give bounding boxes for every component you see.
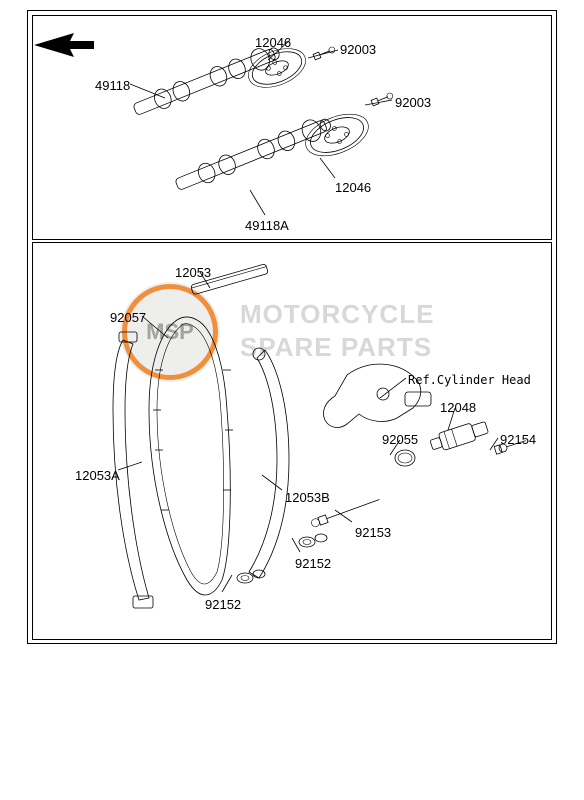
ref-label-12048: 12048 [440, 400, 476, 415]
ref-label-92152_l: 92152 [205, 597, 241, 612]
bolt-lower-92003 [371, 92, 394, 106]
washer-92152-left [237, 570, 265, 583]
washer-92152-right [299, 534, 327, 547]
ref-label-92057: 92057 [110, 310, 146, 325]
bolt-upper-92003 [313, 46, 336, 60]
sprocket-lower [300, 106, 375, 164]
ref-label-92055: 92055 [382, 432, 418, 447]
ref-label-92152_r: 92152 [295, 556, 331, 571]
ref-label-92003_r: 92003 [395, 95, 431, 110]
timing-chain-92057 [149, 317, 233, 595]
ref-label-92003_top: 92003 [340, 42, 376, 57]
ref-label-12053B: 12053B [285, 490, 330, 505]
o-ring-92055 [395, 450, 415, 466]
ref-label-12053: 12053 [175, 265, 211, 280]
ref-label-49118: 49118 [95, 78, 130, 93]
camshaft-upper-49118 [131, 42, 283, 120]
ref-label-92154: 92154 [500, 432, 536, 447]
ref-label-49118A: 49118A [245, 218, 289, 233]
ref-label-92153: 92153 [355, 525, 391, 540]
parts-diagram [27, 10, 557, 644]
chain-guide-curved-12053b [249, 348, 289, 578]
ref-label-12046_r: 12046 [335, 180, 371, 195]
ref-label-ref_head: Ref.Cylinder Head [408, 373, 531, 387]
ref-label-12046_top: 12046 [255, 35, 291, 50]
camshaft-lower-49118a [173, 113, 334, 195]
leader-lines [118, 40, 498, 592]
tensioner-assy-12048 [429, 419, 490, 454]
ref-label-12053A: 12053A [75, 468, 120, 483]
